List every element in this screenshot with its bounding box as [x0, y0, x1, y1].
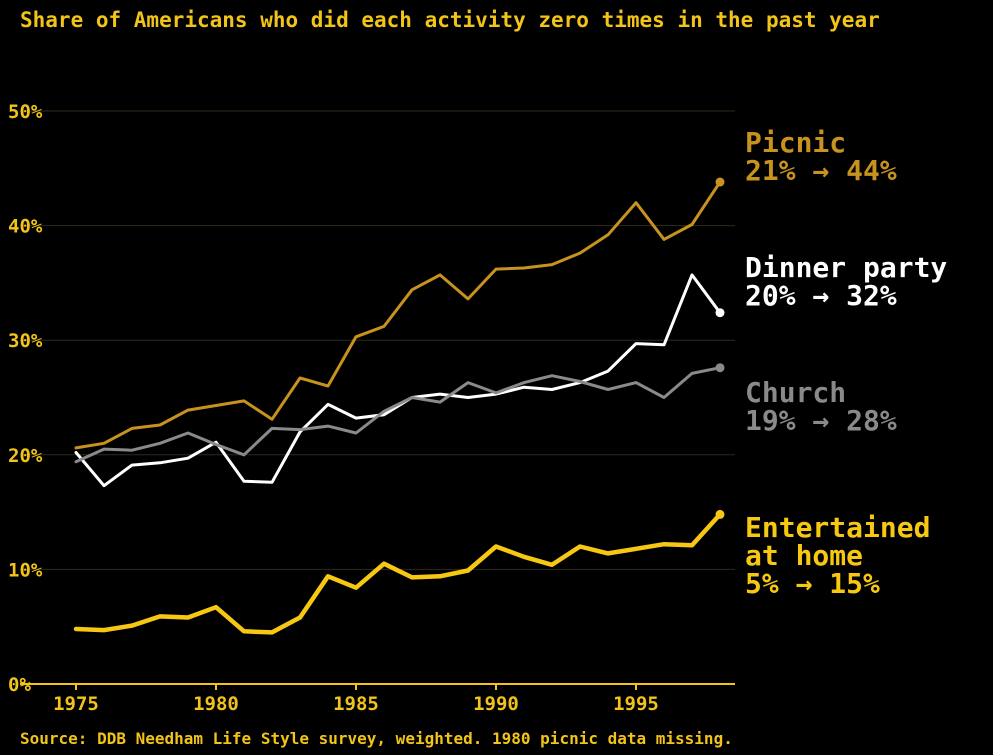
x-tick-label: 1995	[613, 693, 659, 715]
series-label-line: Church	[745, 376, 846, 409]
x-tick-label: 1985	[333, 693, 379, 715]
series-label-line: 21% → 44%	[745, 154, 897, 187]
series-label-picnic: Picnic 21% → 44%	[745, 126, 897, 187]
series-labels: Picnic 21% → 44% Dinner party 20% → 32% Chur…	[745, 126, 947, 600]
x-tick-label: 1975	[53, 693, 99, 715]
series-endpoint-entertained-at-home	[715, 509, 725, 519]
y-tick-label: 40%	[8, 216, 43, 238]
series-line-church	[74, 366, 722, 464]
x-tick-label: 1980	[193, 693, 239, 715]
y-tick-label: 0%	[8, 674, 31, 696]
chart-title: Share of Americans who did each activity…	[20, 8, 880, 32]
y-tick-label: 20%	[8, 445, 43, 467]
series-label-dinner-party: Dinner party 20% → 32%	[745, 251, 947, 312]
series-label-line: Entertained	[745, 511, 930, 544]
series-label-church: Church 19% → 28%	[745, 376, 897, 437]
series-label-line: Dinner party	[745, 251, 947, 284]
series-line-picnic	[74, 180, 722, 450]
series-label-line: at home	[745, 539, 863, 572]
series-label-entertained-at-home: Entertained at home 5% → 15%	[745, 511, 930, 600]
series-label-line: 5% → 15%	[745, 567, 880, 600]
series-label-line: 20% → 32%	[745, 279, 897, 312]
y-tick-label: 10%	[8, 559, 43, 581]
y-tick-label: 50%	[8, 101, 43, 123]
x-tick-label: 1990	[473, 693, 519, 715]
axes: 0% 10% 20% 30% 40% 50% 1975 1980 1985 1990 1995	[8, 101, 735, 715]
chart-source-note: Source: DDB Needham Life Style survey, w…	[20, 729, 733, 748]
gridlines	[20, 110, 735, 570]
series-lines	[73, 177, 725, 635]
series-endpoint-picnic	[715, 177, 725, 187]
series-endpoint-church	[715, 363, 725, 373]
series-label-line: Picnic	[745, 126, 846, 159]
y-tick-label: 30%	[8, 330, 43, 352]
series-label-line: 19% → 28%	[745, 404, 897, 437]
series-line-entertained-at-home	[73, 512, 723, 635]
series-endpoint-dinner-party	[715, 308, 725, 318]
series-line-dinner-party	[74, 273, 722, 488]
